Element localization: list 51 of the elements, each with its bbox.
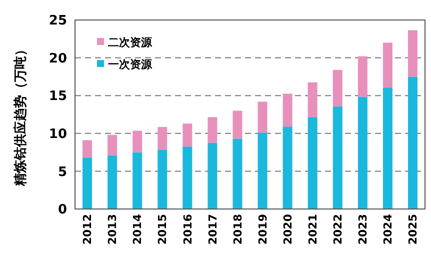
bar [282,94,292,127]
y-axis-title: 精炼钴供应趋势（万吨） [12,43,29,187]
x-tick-label: 2013 [106,214,120,245]
bar [258,102,268,133]
bar [108,134,118,156]
y-tick-label: 15 [48,89,67,104]
y-tick-label: 25 [48,14,67,29]
x-tick-label: 2025 [406,214,420,245]
bar [208,117,218,143]
bar [182,146,192,209]
bar [132,152,142,209]
legend-label: 二次资源 [108,36,153,49]
y-tick-label: 20 [48,51,67,66]
bar [382,42,392,88]
x-tick-label: 2021 [306,214,320,245]
x-tick-label: 2015 [156,214,170,245]
bar [258,132,268,209]
legend-label: 一次资源 [108,58,153,71]
bar [158,126,168,150]
bar [308,82,318,118]
bar [232,138,242,209]
x-tick-label: 2024 [382,214,395,245]
x-tick-label: 2023 [356,214,370,245]
bar [208,142,218,209]
bar [358,56,368,97]
x-tick-label: 2012 [81,214,94,245]
bar [182,124,192,147]
bar [108,155,118,209]
x-tick-label: 2020 [281,214,294,245]
y-tick-label: 5 [58,164,67,180]
bar [332,70,342,107]
x-tick-label: 2014 [131,214,144,245]
x-tick-label: 2018 [231,214,244,245]
x-tick-label: 2022 [331,214,344,245]
bar [232,110,242,139]
bar [308,117,318,209]
y-tick-label: 0 [58,202,67,218]
y-tick-label: 10 [48,126,67,142]
bar [358,96,368,209]
bar [382,87,392,209]
x-tick-label: 2016 [181,214,194,245]
x-tick-label: 2019 [256,214,270,245]
bar [332,106,342,209]
bar [132,130,142,152]
bar [408,76,418,209]
bar [82,140,92,158]
x-tick-label: 2017 [206,214,220,245]
bar [282,126,292,209]
bar [82,158,92,209]
bar [158,150,168,209]
bar [408,30,418,77]
